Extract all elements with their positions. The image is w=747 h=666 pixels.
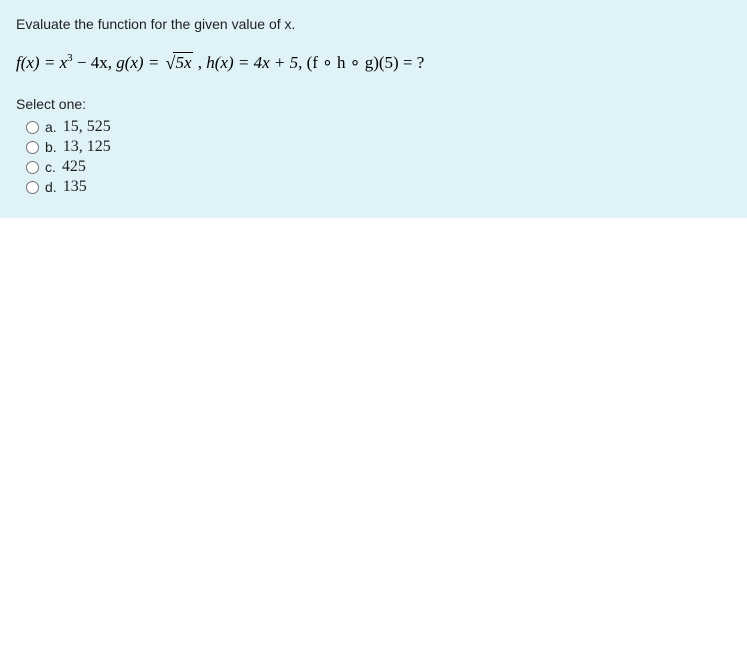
option-letter: d.	[45, 179, 57, 195]
option-value: 15, 525	[63, 118, 111, 136]
option-value: 135	[63, 178, 87, 196]
radio-c[interactable]	[26, 161, 39, 174]
radio-a[interactable]	[26, 121, 39, 134]
sqrt-icon: 5x	[164, 53, 194, 74]
prompt-text: Evaluate the function for the given valu…	[16, 16, 295, 32]
option-letter: c.	[45, 159, 56, 175]
option-value: 425	[62, 158, 86, 176]
fn-comp: (f ∘ h ∘ g)(5) = ?	[307, 53, 425, 72]
option-a[interactable]: a. 15, 525	[26, 118, 731, 136]
equation-line: f(x) = x3 − 4x, g(x) = 5x , h(x) = 4x + …	[16, 52, 731, 74]
select-one-label: Select one:	[16, 96, 731, 112]
radio-b[interactable]	[26, 141, 39, 154]
option-b[interactable]: b. 13, 125	[26, 138, 731, 156]
question-prompt: Evaluate the function for the given valu…	[16, 16, 731, 34]
fn-g-rad: 5x	[173, 52, 193, 72]
fn-f-tail: − 4x,	[73, 53, 117, 72]
option-c[interactable]: c. 425	[26, 158, 731, 176]
option-d[interactable]: d. 135	[26, 178, 731, 196]
fn-g-tail: ,	[193, 53, 206, 72]
option-letter: b.	[45, 139, 57, 155]
option-value: 13, 125	[63, 138, 111, 156]
fn-f: f(x) = x	[16, 53, 67, 72]
question-container: Evaluate the function for the given valu…	[0, 0, 747, 218]
option-letter: a.	[45, 119, 57, 135]
radio-d[interactable]	[26, 181, 39, 194]
fn-h: h(x) = 4x + 5,	[206, 53, 306, 72]
fn-g: g(x) =	[116, 53, 163, 72]
